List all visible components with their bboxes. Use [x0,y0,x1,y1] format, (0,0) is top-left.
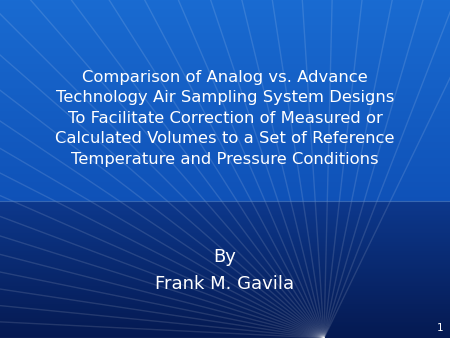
Text: By
Frank M. Gavila: By Frank M. Gavila [155,248,295,293]
Text: 1: 1 [436,323,443,333]
Text: Comparison of Analog vs. Advance
Technology Air Sampling System Designs
To Facil: Comparison of Analog vs. Advance Technol… [55,70,395,167]
